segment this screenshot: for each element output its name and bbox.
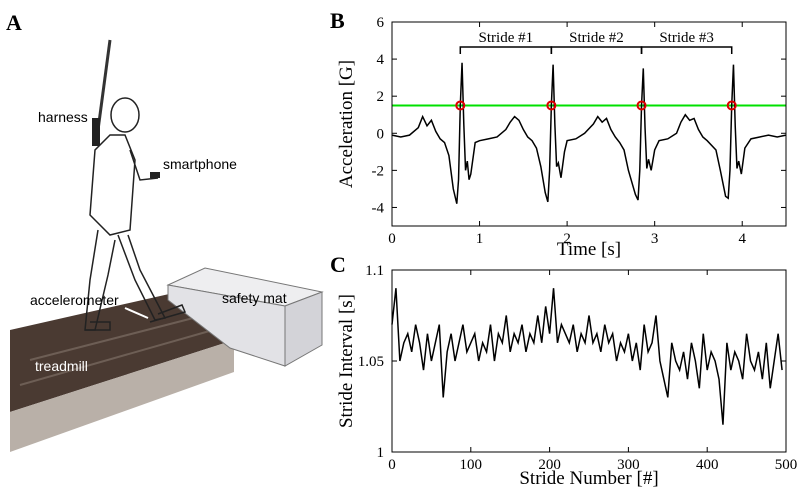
mat-side bbox=[284, 291, 323, 367]
y-tick-label: 4 bbox=[377, 52, 385, 68]
y-axis-label: Stride Interval [s] bbox=[336, 294, 357, 428]
x-tick-label: 1 bbox=[476, 231, 484, 247]
y-tick-label: 1.05 bbox=[358, 354, 384, 370]
x-tick-label: 0 bbox=[388, 457, 396, 473]
y-tick-label: 0 bbox=[377, 126, 385, 142]
x-tick-label: 300 bbox=[617, 457, 640, 473]
label: accelerometer bbox=[30, 292, 119, 308]
crossing-marker bbox=[726, 100, 737, 111]
person bbox=[84, 97, 187, 331]
label: safety mat bbox=[222, 290, 287, 306]
stride-label: Stride #2 bbox=[569, 30, 624, 46]
belt-line bbox=[29, 314, 206, 361]
x-tick-label: 0 bbox=[388, 231, 396, 247]
label: smartphone bbox=[163, 156, 237, 172]
x-tick-label: 100 bbox=[460, 457, 483, 473]
y-tick-label: 1.1 bbox=[365, 263, 384, 279]
x-tick-label: 3 bbox=[651, 231, 659, 247]
belt-line bbox=[19, 327, 221, 386]
plot-frame bbox=[391, 269, 787, 453]
pointer-arrow bbox=[124, 307, 149, 319]
crossing-marker bbox=[455, 100, 466, 111]
x-tick-label: 500 bbox=[775, 457, 798, 473]
x-axis-label: Stride Number [#] bbox=[519, 468, 658, 489]
x-tick-label: 400 bbox=[696, 457, 719, 473]
y-tick-label: 6 bbox=[377, 15, 385, 31]
crossing-marker bbox=[636, 100, 647, 111]
label: harness bbox=[38, 109, 88, 125]
stride-bracket bbox=[550, 46, 643, 54]
smartphone bbox=[150, 172, 160, 178]
stride-bracket bbox=[640, 46, 733, 54]
mat-front bbox=[167, 284, 286, 367]
x-axis-label: Time [s] bbox=[557, 239, 621, 260]
y-axis-label: Acceleration [G] bbox=[336, 60, 357, 188]
panel-label: A bbox=[6, 10, 22, 35]
x-tick-label: 200 bbox=[538, 457, 561, 473]
y-tick-label: 1 bbox=[377, 445, 385, 461]
data-line bbox=[391, 62, 787, 204]
harness-pole bbox=[96, 39, 112, 131]
crossing-marker bbox=[546, 100, 557, 111]
panel-label: C bbox=[330, 252, 346, 277]
illustration: A harness smartphone accelerometer tread… bbox=[6, 10, 324, 452]
stride-label: Stride #3 bbox=[659, 30, 714, 46]
treadmill-side bbox=[10, 340, 234, 452]
stride-bracket bbox=[459, 46, 553, 54]
y-tick-label: -2 bbox=[372, 163, 385, 179]
harness bbox=[92, 118, 100, 146]
y-tick-label: 2 bbox=[377, 89, 385, 105]
stride-label: Stride #1 bbox=[479, 30, 534, 46]
data-line bbox=[391, 288, 783, 425]
plot-frame bbox=[391, 21, 787, 227]
panel-label: B bbox=[330, 8, 345, 33]
x-tick-label: 2 bbox=[563, 231, 571, 247]
label: treadmill bbox=[35, 358, 88, 374]
x-tick-label: 4 bbox=[738, 231, 746, 247]
y-tick-label: -4 bbox=[372, 200, 385, 216]
